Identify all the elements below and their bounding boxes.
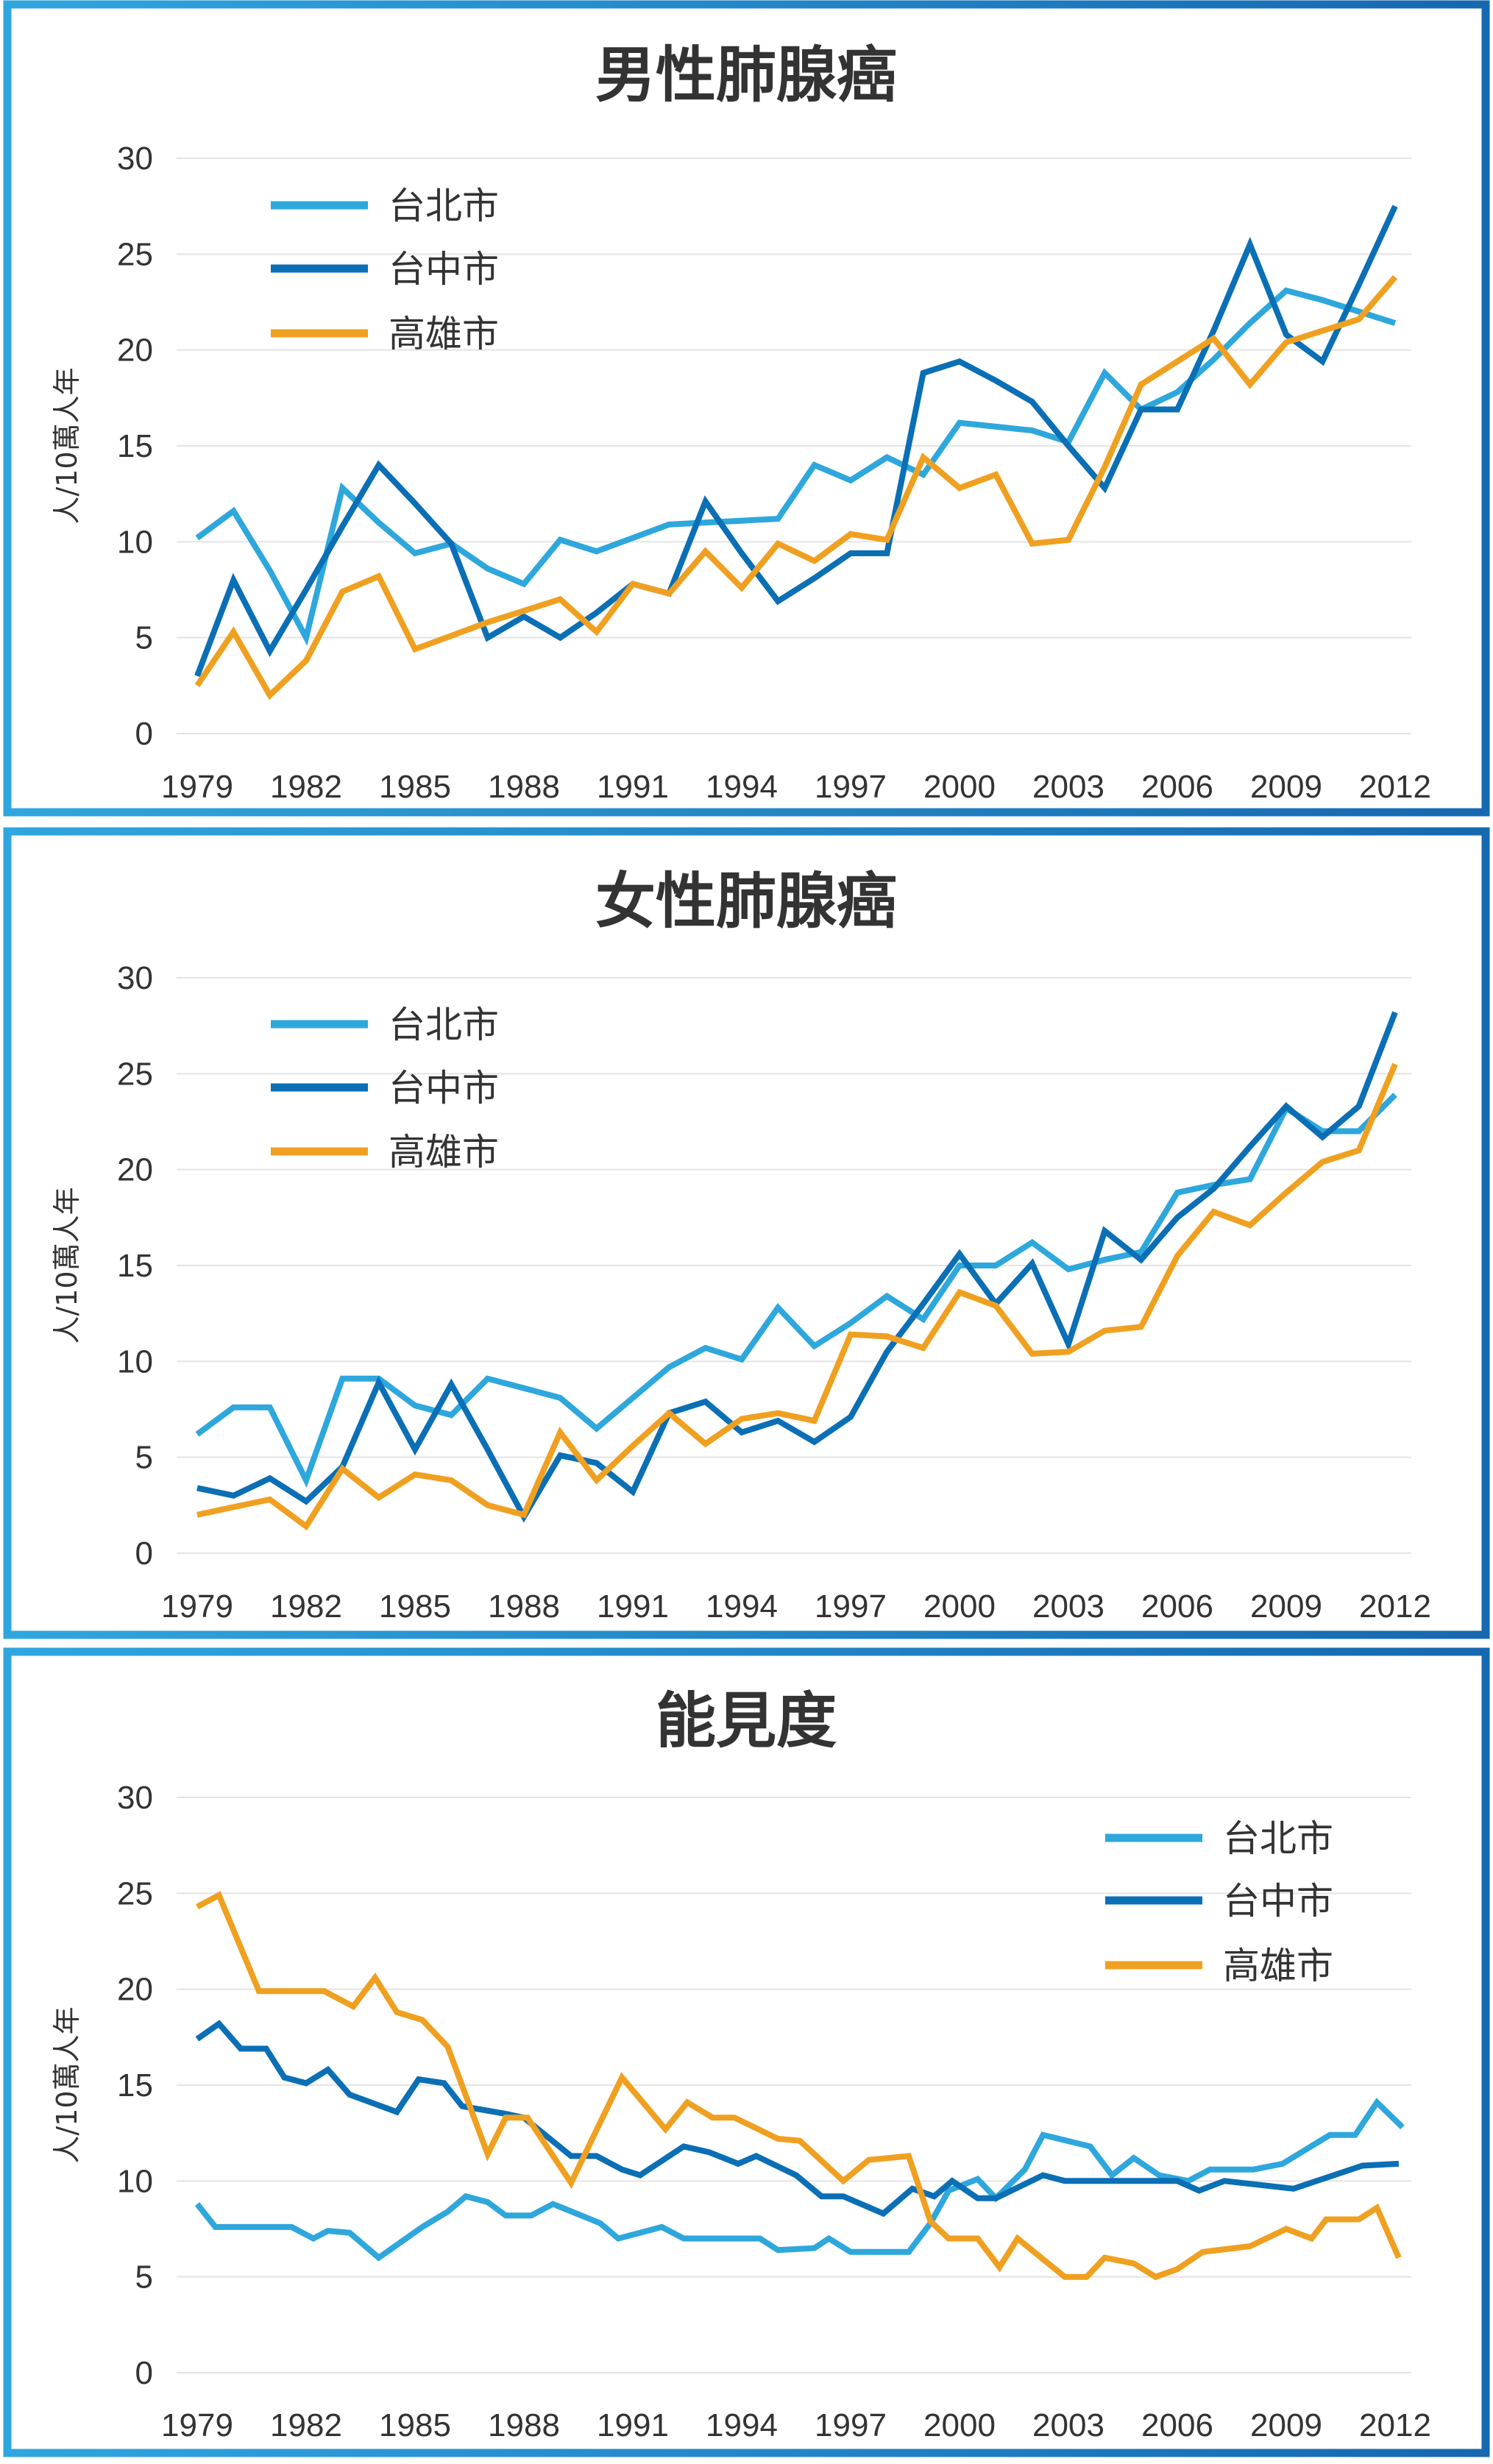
x-tick-label: 2012: [1359, 769, 1431, 805]
y-tick-label: 30: [117, 960, 153, 996]
series-line-1: [195, 1093, 1397, 1488]
legend-label: 高雄市: [389, 1131, 499, 1174]
y-axis-label: 人/10萬人年: [51, 1187, 83, 1343]
y-tick-label: 0: [135, 716, 153, 752]
y-tick-label: 20: [117, 333, 153, 369]
series-line-2: [194, 205, 1398, 678]
chart-title: 男性肺腺癌: [595, 40, 897, 110]
x-tick-label: 2003: [1032, 1588, 1104, 1625]
legend-label: 台北市: [389, 1004, 499, 1046]
x-tick-label: 1988: [488, 2407, 560, 2443]
x-tick-label: 2006: [1141, 769, 1213, 805]
series-line-3: [196, 1891, 1402, 2281]
x-tick-label: 1982: [270, 769, 342, 805]
legend-label: 台中市: [389, 248, 499, 291]
panel-border: [3, 1647, 1490, 2457]
x-tick-label: 1991: [597, 1588, 669, 1625]
series-line-3: [194, 274, 1398, 700]
x-tick-label: 1985: [379, 2407, 451, 2443]
y-tick-label: 5: [135, 1440, 153, 1476]
x-tick-label: 2009: [1250, 2407, 1322, 2443]
legend-label: 台北市: [389, 185, 499, 227]
y-tick-label: 0: [135, 2355, 153, 2391]
y-tick-label: 10: [117, 524, 153, 560]
y-tick-label: 30: [117, 1780, 153, 1816]
x-tick-label: 1988: [488, 769, 560, 805]
panel-border: [3, 827, 1490, 1639]
x-tick-label: 2009: [1250, 1588, 1322, 1625]
chart-panel-2: 女性肺腺癌 0 5 10 15 20 25 30 1979 1982 1985 1988 1991 199…: [3, 827, 1490, 1639]
x-tick-label: 1994: [706, 769, 778, 805]
legend-label: 台北市: [1223, 1817, 1333, 1860]
x-tick-label: 1994: [706, 1588, 778, 1625]
chart-panel-3: 能見度 0 5 10 15 20 25 30 1979 1982 1985 1988 1991 1994 1…: [3, 1647, 1490, 2457]
x-tick-label: 2003: [1032, 769, 1104, 805]
x-tick-label: 1991: [597, 769, 669, 805]
y-tick-label: 15: [117, 1248, 153, 1284]
y-tick-label: 25: [117, 1875, 153, 1911]
x-tick-label: 2003: [1032, 2407, 1104, 2443]
chart-title: 能見度: [656, 1686, 837, 1756]
x-tick-label: 2000: [923, 2407, 996, 2443]
x-tick-label: 1991: [597, 2407, 669, 2443]
legend-label: 高雄市: [1223, 1945, 1333, 1987]
series-line-2: [195, 2020, 1400, 2218]
y-tick-label: 30: [117, 141, 153, 177]
x-tick-label: 1979: [161, 1588, 233, 1625]
x-tick-label: 2006: [1141, 1588, 1213, 1625]
x-tick-label: 1985: [379, 1588, 451, 1625]
x-tick-label: 2012: [1359, 1588, 1431, 1625]
x-tick-label: 2000: [923, 1588, 996, 1625]
x-tick-label: 1979: [161, 2407, 233, 2443]
chart-title: 女性肺腺癌: [595, 867, 897, 937]
chart-panel-1: 男性肺腺癌 0 5 10 15 20 25 30 1979 1982 1985 1988 1991 199…: [3, 0, 1490, 817]
legend-label: 高雄市: [389, 313, 499, 355]
y-tick-label: 20: [117, 1972, 153, 2008]
x-tick-label: 2009: [1250, 769, 1322, 805]
x-tick-label: 2006: [1141, 2407, 1213, 2443]
x-tick-label: 1985: [379, 769, 451, 805]
y-tick-label: 15: [117, 2067, 153, 2103]
y-tick-label: 5: [135, 620, 153, 656]
y-tick-label: 25: [117, 236, 153, 272]
x-tick-label: 1997: [815, 1588, 887, 1625]
x-tick-label: 1988: [488, 1588, 560, 1625]
x-tick-label: 2012: [1359, 2407, 1431, 2443]
series-line-2: [196, 1011, 1398, 1523]
y-tick-label: 15: [117, 428, 153, 464]
y-tick-label: 20: [117, 1152, 153, 1188]
series-line-1: [194, 2098, 1405, 2262]
x-tick-label: 1979: [161, 769, 233, 805]
x-tick-label: 1982: [270, 2407, 342, 2443]
y-tick-label: 5: [135, 2259, 153, 2296]
y-tick-label: 10: [117, 2163, 153, 2199]
series-line-3: [196, 1062, 1398, 1531]
y-tick-label: 25: [117, 1056, 153, 1092]
legend-label: 台中市: [1223, 1880, 1333, 1922]
panel-border: [3, 0, 1490, 817]
x-tick-label: 1994: [706, 2407, 778, 2443]
y-axis-label: 人/10萬人年: [51, 367, 83, 524]
y-tick-label: 0: [135, 1535, 153, 1572]
y-axis-label: 人/10萬人年: [51, 2006, 83, 2163]
x-tick-label: 1997: [815, 2407, 887, 2443]
x-tick-label: 1982: [270, 1588, 342, 1625]
x-tick-label: 2000: [923, 769, 996, 805]
y-tick-label: 10: [117, 1343, 153, 1380]
x-tick-label: 1997: [815, 769, 887, 805]
legend-label: 台中市: [389, 1067, 499, 1109]
